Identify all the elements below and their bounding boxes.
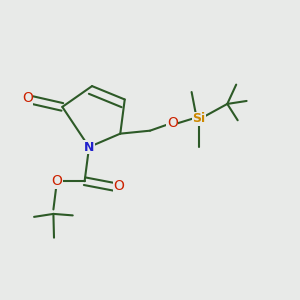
Text: O: O	[167, 116, 178, 130]
Text: Si: Si	[193, 112, 206, 125]
Text: N: N	[84, 140, 94, 154]
Text: O: O	[22, 91, 33, 105]
Text: O: O	[113, 179, 124, 193]
Text: O: O	[51, 174, 62, 188]
